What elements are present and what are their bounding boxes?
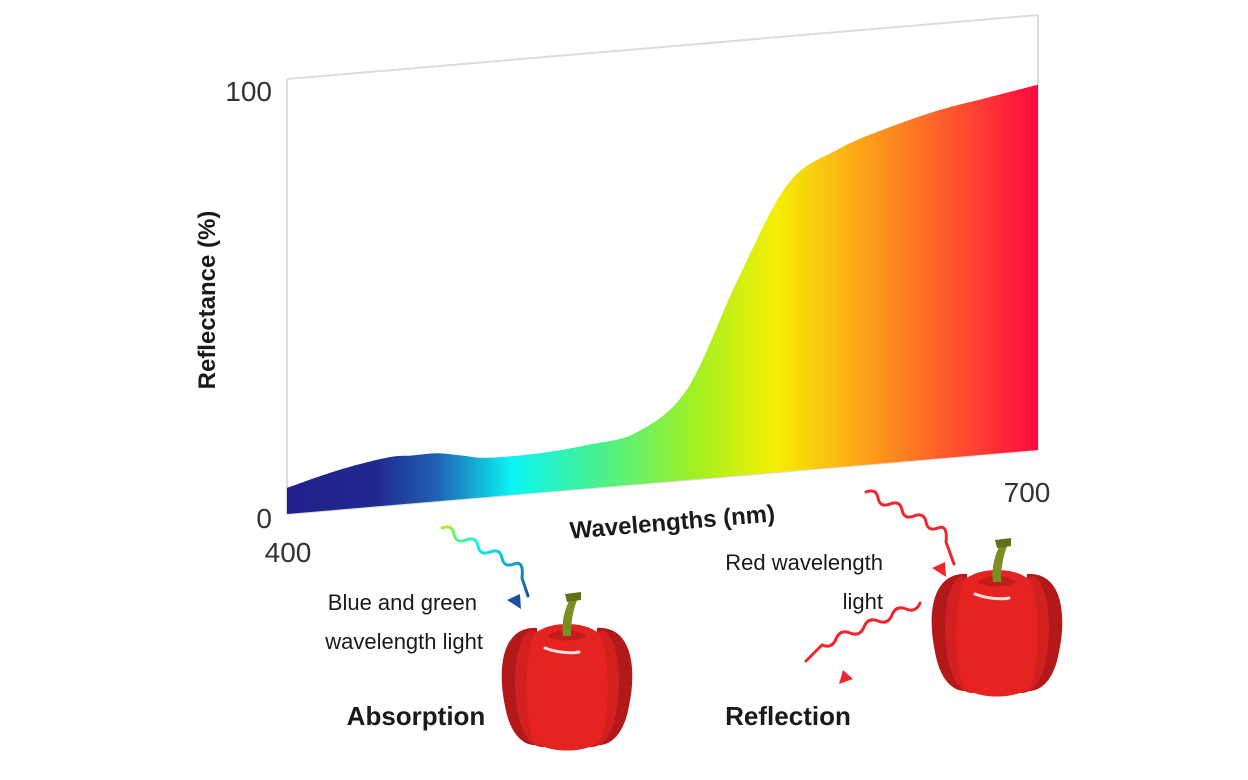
blue-green-label-line2: wavelength light [324, 629, 483, 654]
blue-green-light-arrow [440, 525, 530, 609]
reflectance-area-series [287, 84, 1038, 514]
red-bell-pepper-icon [501, 592, 633, 751]
frame-top-edge [286, 14, 1039, 80]
absorption-caption: Absorption [347, 701, 486, 731]
x-tick-700: 700 [1004, 477, 1051, 508]
wavy-arrow-icon [804, 601, 922, 663]
red-label-line1: Red wavelength [725, 550, 883, 575]
y-tick-100: 100 [225, 76, 272, 107]
x-axis-title: Wavelengths (nm) [569, 500, 776, 544]
arrowhead-icon [839, 670, 853, 684]
red-incoming-light-arrow [864, 489, 956, 577]
x-tick-400: 400 [265, 537, 312, 568]
y-tick-0: 0 [256, 503, 272, 534]
red-reflected-light-arrow [804, 601, 922, 684]
y-axis-title: Reflectance (%) [194, 211, 221, 390]
reflection-caption: Reflection [725, 701, 851, 731]
wavy-arrow-icon [864, 489, 956, 566]
arrowhead-icon [932, 562, 946, 577]
wavy-arrow-icon [440, 525, 530, 598]
blue-green-label-line1: Blue and green [328, 590, 477, 615]
red-label-line2: light [843, 589, 883, 614]
arrowhead-icon [507, 594, 521, 609]
red-bell-pepper-icon [931, 538, 1063, 697]
